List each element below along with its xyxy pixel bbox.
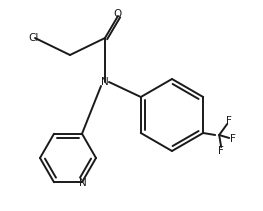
Text: N: N: [101, 77, 109, 87]
Text: F: F: [226, 116, 232, 126]
Text: F: F: [218, 146, 224, 156]
Text: Cl: Cl: [28, 33, 38, 43]
Text: O: O: [114, 9, 122, 19]
Text: F: F: [230, 134, 236, 144]
Text: N: N: [79, 178, 87, 188]
